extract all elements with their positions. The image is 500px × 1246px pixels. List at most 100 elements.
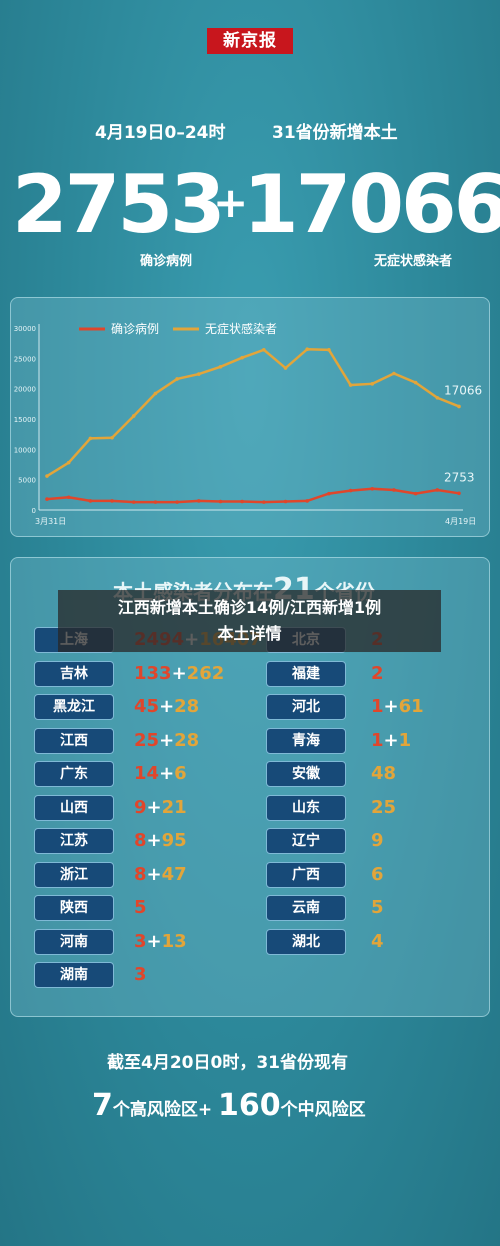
trend-chart-panel: 0 5000 10000 15000 20000 25000 30000 3月31日 4月19日…	[10, 297, 490, 537]
confirmed-count: 8	[134, 863, 147, 885]
data-point	[131, 414, 136, 418]
confirmed-count: 2	[371, 662, 384, 684]
legend-label: 无症状感染者	[205, 321, 277, 336]
asymptomatic-count: 47	[161, 863, 187, 885]
province-right-6: 辽宁	[266, 828, 346, 854]
plus-sign: +	[159, 729, 175, 751]
province-value: 48	[371, 761, 396, 787]
confirmed-count: 133	[134, 662, 172, 684]
data-point	[457, 491, 461, 496]
province-value: 1+1	[371, 728, 411, 754]
data-point	[348, 488, 353, 493]
province-left-10: 湖南	[34, 962, 114, 988]
data-point	[283, 366, 288, 370]
data-point	[88, 436, 93, 441]
confirmed-count: 9	[134, 796, 147, 818]
asymptomatic-count: 21	[161, 796, 187, 818]
logo: 新京报	[207, 28, 293, 54]
confirmed-count: 3	[134, 930, 147, 952]
data-point	[262, 348, 266, 352]
province-value: 25	[371, 795, 396, 821]
y-tick-label: 20000	[14, 386, 36, 394]
data-point	[370, 486, 375, 491]
asymptomatic-count: 61	[398, 696, 424, 717]
plus-sign: +	[146, 830, 162, 851]
province-value: 1+61	[371, 694, 424, 720]
asymptomatic-label: 无症状感染者	[374, 254, 453, 269]
legend-label: 确诊病例	[111, 321, 159, 336]
x-end-label: 4月19日	[445, 517, 476, 526]
province-value: 3	[134, 962, 147, 988]
plus-sign: +	[159, 696, 175, 717]
province-value: 25+28	[134, 728, 199, 754]
confirmed-total: 2753	[12, 158, 226, 251]
data-point	[153, 391, 158, 396]
data-point	[110, 436, 114, 440]
footer-line2: 7个高风险区+ 160个中风险区	[92, 1088, 366, 1123]
series-end-label: 2753	[444, 470, 475, 484]
trend-chart: 0 5000 10000 15000 20000 25000 30000 3月31日 4月19日…	[14, 321, 482, 526]
plus-sign: +	[171, 662, 187, 684]
provinces-new-heading: 31省份新增本土	[272, 123, 398, 143]
data-point	[240, 499, 244, 504]
data-point	[240, 355, 244, 360]
plus-sign: +	[146, 863, 162, 885]
province-left-8: 陕西	[34, 895, 114, 921]
province-value: 45+28	[134, 694, 199, 720]
data-point	[413, 491, 418, 496]
province-value: 14+6	[134, 761, 187, 787]
province-value: 4	[371, 929, 384, 955]
province-right-2: 河北	[266, 694, 346, 720]
data-point	[435, 488, 440, 492]
series-line	[46, 347, 460, 478]
confirmed-count: 1	[371, 696, 384, 717]
asymptomatic-count: 13	[161, 930, 187, 952]
data-point	[196, 372, 201, 376]
data-point	[88, 499, 93, 503]
footer-line1: 截至4月20日0时，31省份现有	[107, 1053, 348, 1073]
data-point	[175, 377, 179, 381]
asymptomatic-count: 5	[371, 897, 384, 918]
data-point	[348, 383, 353, 387]
province-value: 5	[134, 895, 147, 921]
y-tick-label: 25000	[14, 355, 36, 363]
province-right-7: 广西	[266, 861, 346, 888]
data-point	[435, 395, 440, 400]
y-tick-label: 0	[32, 507, 36, 515]
asymptomatic-count: 28	[174, 696, 200, 717]
province-left-5: 山西	[34, 794, 114, 821]
y-tick-label: 10000	[14, 446, 36, 454]
plus-sign: +	[213, 178, 249, 227]
province-right-5: 山东	[266, 794, 346, 821]
date-range: 4月19日0–24时	[95, 123, 226, 143]
confirmed-count: 25	[134, 729, 160, 751]
data-point	[305, 347, 310, 352]
data-point	[153, 500, 158, 504]
headline-overlay[interactable]: 江西新增本土确诊14例/江西新增1例 本土详情	[58, 590, 441, 652]
plus-sign: +	[146, 796, 162, 818]
asymptomatic-count: 6	[371, 863, 384, 885]
data-point	[45, 497, 49, 501]
confirmed-count: 5	[134, 897, 147, 918]
province-value: 3+13	[134, 929, 187, 955]
province-value: 6	[371, 862, 384, 888]
data-point	[66, 460, 71, 465]
data-point	[175, 500, 179, 504]
province-right-1: 福建	[266, 660, 346, 687]
data-point	[305, 499, 310, 503]
asymptomatic-count: 95	[161, 830, 187, 851]
data-point	[110, 499, 114, 503]
confirmed-count: 45	[134, 696, 160, 717]
province-right-4: 安徽	[266, 761, 346, 787]
data-point	[283, 499, 288, 504]
plus-sign: +	[159, 763, 175, 784]
data-point	[392, 371, 396, 376]
data-point	[66, 495, 71, 500]
confirmed-count: 14	[134, 763, 160, 784]
data-point	[262, 500, 266, 504]
province-left-4: 广东	[34, 761, 114, 787]
data-point	[392, 488, 396, 492]
asymptomatic-count: 25	[371, 796, 397, 818]
headline-line2: 本土详情	[217, 624, 282, 643]
series-end-label: 17066	[444, 383, 482, 397]
